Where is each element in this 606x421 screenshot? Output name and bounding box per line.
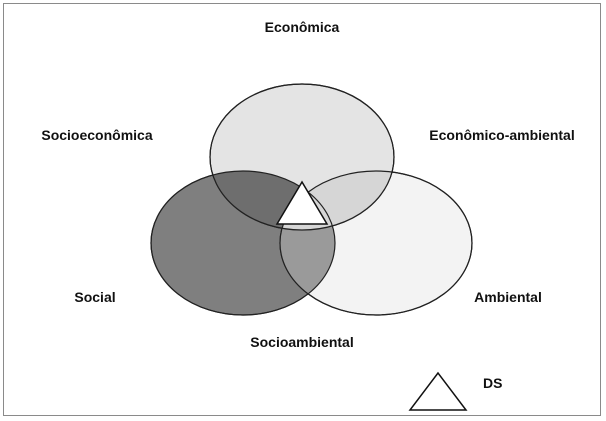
legend-triangle <box>408 371 468 411</box>
label-economica: Econômica <box>265 19 340 35</box>
overlap-economico-ambiental <box>280 171 394 230</box>
label-ambiental: Ambiental <box>474 289 542 305</box>
outline-ambiental <box>279 170 473 316</box>
outline-economica <box>209 83 395 231</box>
label-socioeconomica: Socioeconômica <box>41 127 152 143</box>
ds-center-triangle <box>275 180 329 225</box>
legend-label-ds: DS <box>483 375 502 391</box>
label-social: Social <box>74 289 115 305</box>
label-socioambiental: Socioambiental <box>250 334 353 350</box>
outline-social <box>150 170 336 316</box>
label-economico-ambiental: Econômico-ambiental <box>429 127 574 143</box>
